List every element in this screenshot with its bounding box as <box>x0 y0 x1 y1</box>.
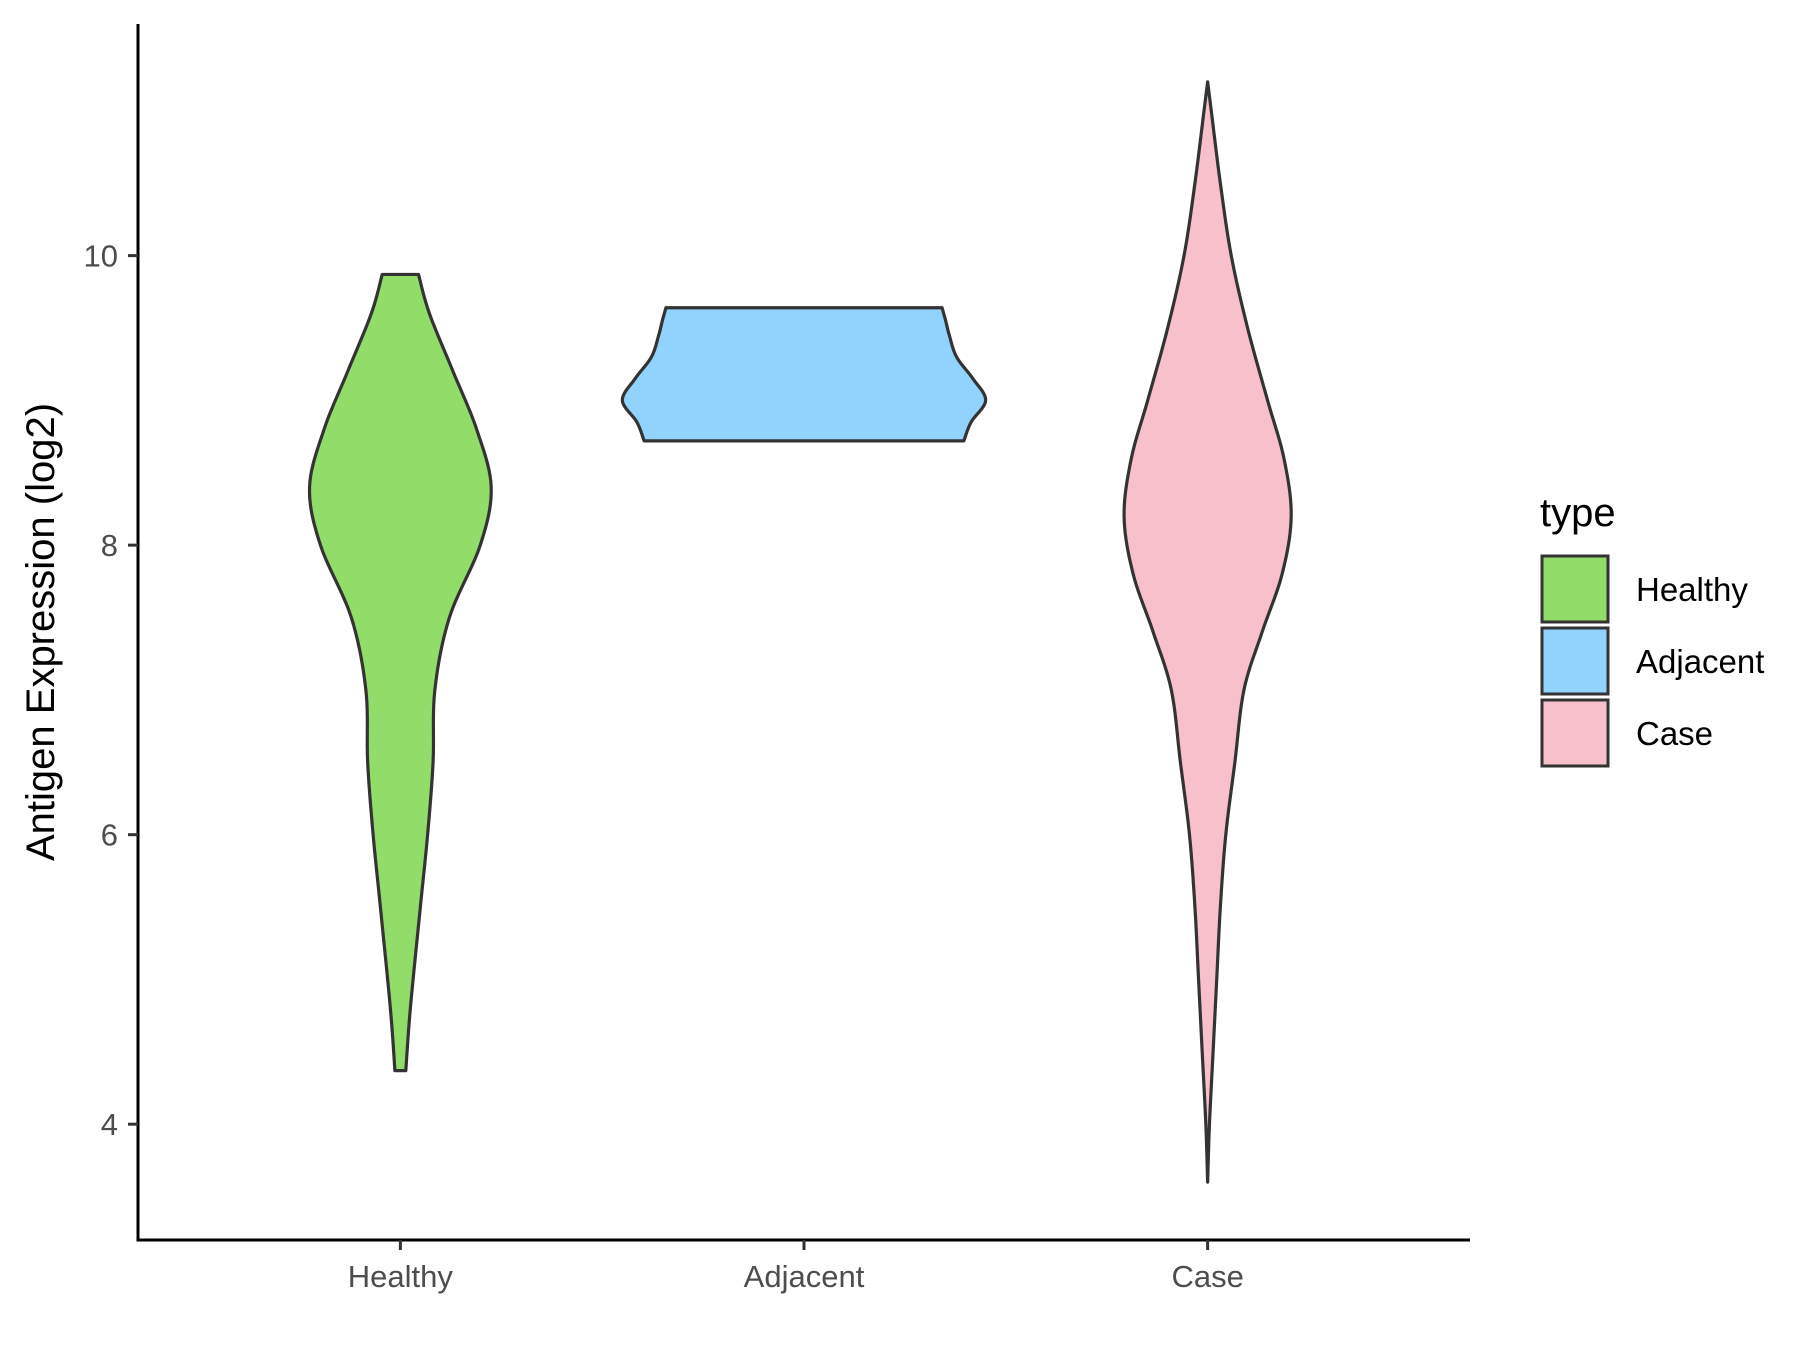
violins-layer <box>307 80 1293 1184</box>
violin-case <box>1122 80 1293 1184</box>
y-tick-label-10: 10 <box>84 239 118 274</box>
x-tick-label-case: Case <box>1171 1259 1243 1294</box>
y-tick-label-6: 6 <box>101 818 118 853</box>
legend-key-healthy <box>1540 554 1610 624</box>
legend-key-adjacent <box>1540 626 1610 696</box>
legend-key-case <box>1540 698 1610 768</box>
y-axis-title: Antigen Expression (log2) <box>19 403 63 861</box>
legend-label-adjacent: Adjacent <box>1636 643 1764 680</box>
legend: type Healthy Adjacent Case <box>1540 491 1764 768</box>
x-tick-label-healthy: Healthy <box>348 1259 454 1294</box>
y-ticks: 4 6 8 10 <box>84 239 138 1142</box>
violin-adjacent <box>620 306 988 443</box>
legend-title: type <box>1540 491 1616 535</box>
y-tick-label-4: 4 <box>101 1107 118 1142</box>
y-tick-label-8: 8 <box>101 528 118 563</box>
axes-layer <box>136 24 1470 1242</box>
x-tick-label-adjacent: Adjacent <box>744 1259 865 1294</box>
legend-label-case: Case <box>1636 715 1713 752</box>
legend-label-healthy: Healthy <box>1636 571 1748 608</box>
x-ticks: Healthy Adjacent Case <box>348 1240 1244 1294</box>
violin-healthy <box>307 272 493 1073</box>
